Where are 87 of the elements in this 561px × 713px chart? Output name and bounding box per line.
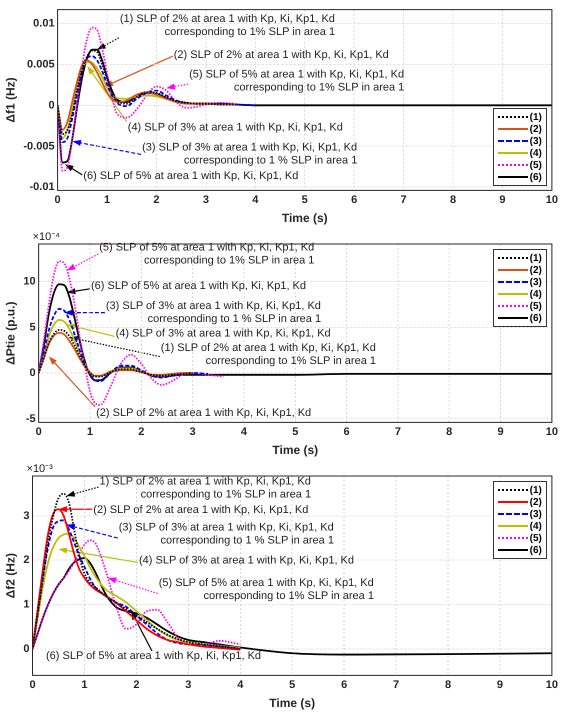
- y-tick-label: -0.01: [30, 181, 55, 194]
- x-tick-label: 3: [190, 426, 196, 438]
- x-tick-label: 9: [496, 679, 504, 692]
- x-tick-label: 2: [133, 679, 140, 692]
- y-tick-label: 0: [23, 642, 30, 655]
- legend-label: (3): [530, 508, 542, 520]
- y-tick-label: 3: [23, 510, 30, 522]
- y-tick-label: 2: [23, 554, 30, 566]
- x-tick-label: 2: [138, 426, 144, 438]
- x-tick-label: 8: [444, 679, 452, 692]
- annotation: (1) SLP of 2% at area 1 with Kp, Ki, Kp1, Kd corresponding to 1% SLP in area 1: [160, 342, 376, 368]
- x-tick-label: 10: [546, 679, 558, 692]
- x-tick-label: 1: [81, 679, 88, 692]
- x-tick-label: 8: [450, 194, 456, 206]
- legend-label: (1): [530, 252, 542, 264]
- x-tick-label: 1: [86, 426, 94, 438]
- x-tick-label: 9: [499, 194, 506, 206]
- x-tick-label: 9: [497, 426, 504, 438]
- legend-label: (3): [530, 276, 542, 288]
- y-tick-label: 0.01: [33, 18, 55, 30]
- x-tick-label: 2: [153, 194, 160, 206]
- annotation: 1) SLP of 2% at area 1 with Kp, Ki, Kp1, Kd corresponding to 1% SLP in area 1: [100, 475, 312, 500]
- x-tick-label: 5: [289, 679, 296, 692]
- legend-label: (2): [530, 496, 542, 508]
- legend-label: (6): [530, 312, 542, 324]
- x-tick-label: 3: [185, 679, 192, 692]
- annotation: (3) SLP of 3% at area 1 with Kp, Ki, Kp1, Kd corresponding to 1 % SLP in area 1: [118, 522, 334, 547]
- x-tick-label: 7: [400, 194, 407, 206]
- y-tick-label: -5: [26, 412, 36, 425]
- y-axis-title: ΔPtie (p.u.): [4, 302, 18, 365]
- y-axis-title: Δf1 (Hz): [4, 77, 18, 123]
- x-tick-label: 6: [351, 194, 358, 206]
- x-axis-title: Time (s): [272, 443, 318, 458]
- annotation: (2) SLP of 2% at area 1 with Kp, Ki, Kp1, Kd: [93, 504, 308, 516]
- legend-label: (4): [530, 520, 542, 532]
- x-tick-label: 6: [344, 426, 350, 438]
- x-tick-label: 4: [240, 426, 248, 438]
- y-axis-title: Δf2 (Hz): [4, 553, 18, 598]
- legend-label: (5): [530, 160, 542, 171]
- x-tick-label: 10: [546, 426, 558, 438]
- annotation: (6) SLP of 5% at area 1 with Kp, Ki, Kp1, Kd: [46, 650, 262, 662]
- annotation: (6) SLP of 5% at area 1 with Kp, Ki, Kp1, Kd: [90, 280, 306, 292]
- annotation: (5) SLP of 5% at area 1 with Kp, Ki, Kp1, Kd corresponding to 1% SLP in area 1: [189, 68, 404, 94]
- annotation: (1) SLP of 2% at area 1 with Kp, Ki, Kp1, Kd corresponding to 1% SLP in area 1: [120, 12, 336, 38]
- legend-label: (2): [530, 264, 542, 276]
- legend-label: (1): [530, 484, 542, 496]
- annotation: (5) SLP of 5% at area 1 with Kp, Ki, Kp1, Kd corresponding to 1% SLP in area 1: [158, 576, 374, 602]
- annotation: (4) SLP of 3% at area 1 with Kp, Ki, Kp1, Kd: [116, 327, 331, 340]
- annotation: (3) SLP of 3% at area 1 with Kp, Ki, Kp1, Kd corresponding to 1 % SLP in area 1: [106, 300, 322, 325]
- text: ×10⁻⁴: [32, 231, 60, 243]
- x-tick-label: 8: [446, 426, 452, 438]
- text: ×10⁻³: [26, 463, 54, 475]
- legend-label: (5): [530, 300, 542, 312]
- x-tick-label: 3: [202, 194, 209, 206]
- annotation: (2) SLP of 2% at area 1 with Kp, Ki, Kp1, Kd: [174, 48, 389, 61]
- line-series: [58, 61, 178, 139]
- y-tick-label: -0.005: [23, 140, 55, 152]
- y-tick-label: 0: [48, 99, 55, 112]
- x-tick-label: 7: [393, 679, 400, 692]
- y-tick-label: 1: [23, 598, 30, 611]
- legend-label: (1): [530, 112, 542, 123]
- x-axis-title: Time (s): [269, 696, 316, 710]
- legend-label: (4): [530, 288, 542, 300]
- x-axis-title: Time (s): [282, 211, 328, 226]
- legend-label: (3): [530, 136, 542, 147]
- annotation: (6) SLP of 5% at area 1 with Kp, Ki, Kp1, Kd: [83, 170, 298, 182]
- legend-label: (6): [530, 172, 542, 183]
- annotation: (3) SLP of 3% at area 1 with Kp, Ki, Kp1, Kd corresponding to 1 % SLP in area 1: [142, 141, 358, 166]
- x-tick-label: 7: [394, 426, 401, 438]
- x-tick-label: 6: [341, 679, 348, 692]
- x-tick-label: 5: [292, 426, 298, 438]
- legend-label: (4): [530, 148, 542, 159]
- y-tick-label: 0.005: [27, 58, 55, 70]
- legend-label: (6): [530, 544, 542, 556]
- annotation: (4) SLP of 3% at area 1 with Kp, Ki, Kp1, Kd: [128, 122, 343, 134]
- x-tick-label: 4: [237, 679, 244, 692]
- y-tick-label: 0: [30, 367, 36, 380]
- x-tick-label: 4: [252, 194, 260, 206]
- annotation: (4) SLP of 3% at area 1 with Kp, Ki, Kp1, Kd: [138, 554, 354, 567]
- x-tick-label: 5: [302, 194, 308, 206]
- legend-label: (5): [530, 532, 542, 544]
- x-tick-label: 10: [546, 194, 558, 206]
- y-tick-label: 5: [30, 321, 36, 334]
- legend-label: (2): [530, 124, 542, 135]
- y-tick-label: 10: [23, 276, 36, 288]
- annotation: (2) SLP of 2% at area 1 with Kp, Ki, Kp1, Kd: [96, 406, 312, 419]
- x-tick-label: 1: [104, 194, 110, 206]
